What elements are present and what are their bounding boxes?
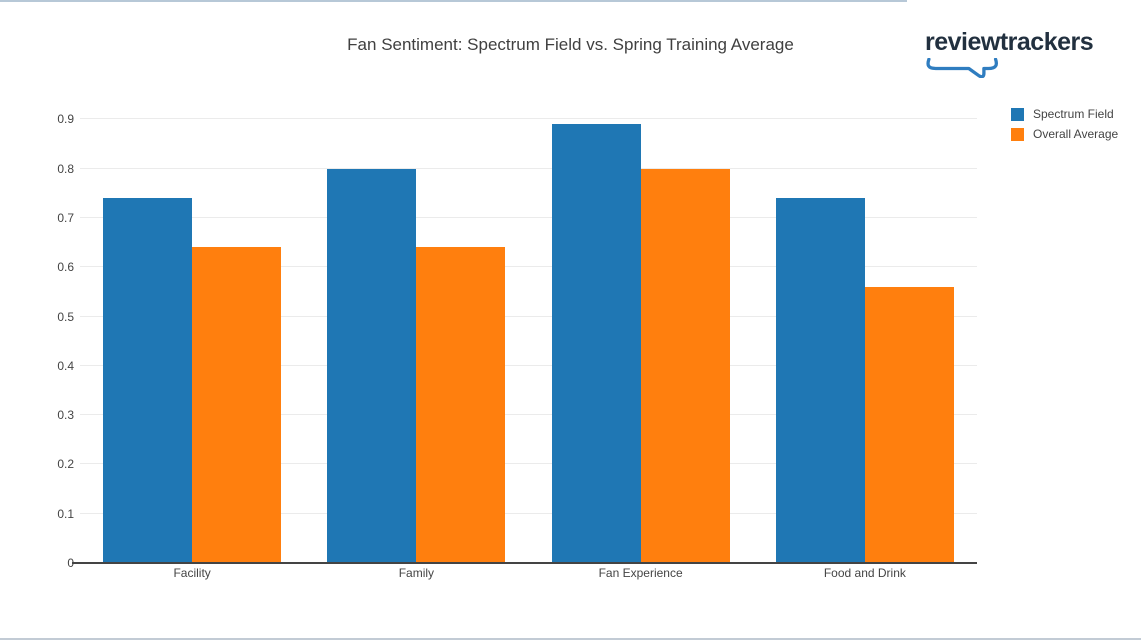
bar-spectrum-field-facility <box>103 198 193 563</box>
bar-group-fan-experience <box>529 100 753 563</box>
x-axis-line <box>72 562 977 564</box>
chart-title: Fan Sentiment: Spectrum Field vs. Spring… <box>347 35 794 54</box>
gridline-0.4 <box>80 364 977 366</box>
gridline-0.9 <box>80 118 977 120</box>
legend-item-overall-average[interactable]: Overall Average <box>1011 127 1118 141</box>
gridline-0.3 <box>80 414 977 416</box>
y-tick-label-0: 0 <box>67 556 74 570</box>
bar-overall-average-facility <box>192 247 282 563</box>
y-axis: 0 0.1 0.2 0.3 0.4 0.5 0.6 0.7 0.8 0.9 <box>0 100 74 570</box>
bar-spectrum-field-fan-experience <box>551 124 641 563</box>
y-tick-label-0.5: 0.5 <box>57 309 74 324</box>
gridline-0.2 <box>80 463 977 465</box>
x-axis: Facility Family Fan Experience Food and Dri… <box>80 566 977 580</box>
gridline-0.6 <box>80 266 977 268</box>
bar-spectrum-field-food-and-drink <box>775 198 865 563</box>
bar-group-family <box>304 100 528 563</box>
x-tick-label-food-and-drink: Food and Drink <box>823 566 906 580</box>
y-tick-label-0.8: 0.8 <box>57 161 74 176</box>
legend-item-spectrum-field[interactable]: Spectrum Field <box>1011 107 1118 121</box>
reviewtrackers-logo: reviewtrackers <box>925 28 1095 78</box>
bar-overall-average-food-and-drink <box>864 286 954 563</box>
y-tick-label-0.4: 0.4 <box>57 358 74 373</box>
bar-group-food-and-drink <box>753 100 977 563</box>
y-tick-label-0.7: 0.7 <box>57 210 74 225</box>
bar-spectrum-field-family <box>327 168 417 563</box>
legend-label: Spectrum Field <box>1033 107 1114 121</box>
y-tick-label-0.1: 0.1 <box>57 506 74 521</box>
x-tick-label-fan-experience: Fan Experience <box>598 566 683 580</box>
bottom-border-line <box>0 638 1141 640</box>
gridline-0.5 <box>80 315 977 317</box>
gridline-0.8 <box>80 167 977 169</box>
bar-group-facility <box>80 100 304 563</box>
legend-label: Overall Average <box>1033 127 1119 141</box>
bar-overall-average-family <box>416 247 506 563</box>
chart-legend: Spectrum Field Overall Average <box>1011 107 1118 147</box>
x-tick-label-family: Family <box>398 566 435 580</box>
x-tick-label-facility: Facility <box>173 566 211 580</box>
reviewtrackers-logo-text: reviewtrackers <box>925 28 1094 56</box>
top-border-line <box>0 0 907 2</box>
y-tick-label-0.2: 0.2 <box>57 457 74 472</box>
plot-area <box>72 100 977 564</box>
bars-container <box>80 100 977 563</box>
bar-overall-average-fan-experience <box>640 168 730 563</box>
y-tick-label-0.6: 0.6 <box>57 260 74 275</box>
reviewtrackers-bracket-icon <box>926 57 999 78</box>
gridline-0.7 <box>80 216 977 218</box>
y-tick-label-0.9: 0.9 <box>57 112 74 127</box>
y-tick-label-0.3: 0.3 <box>57 408 74 423</box>
legend-swatch-icon <box>1011 107 1024 121</box>
legend-swatch-icon <box>1011 127 1024 141</box>
gridline-0.1 <box>80 512 977 514</box>
